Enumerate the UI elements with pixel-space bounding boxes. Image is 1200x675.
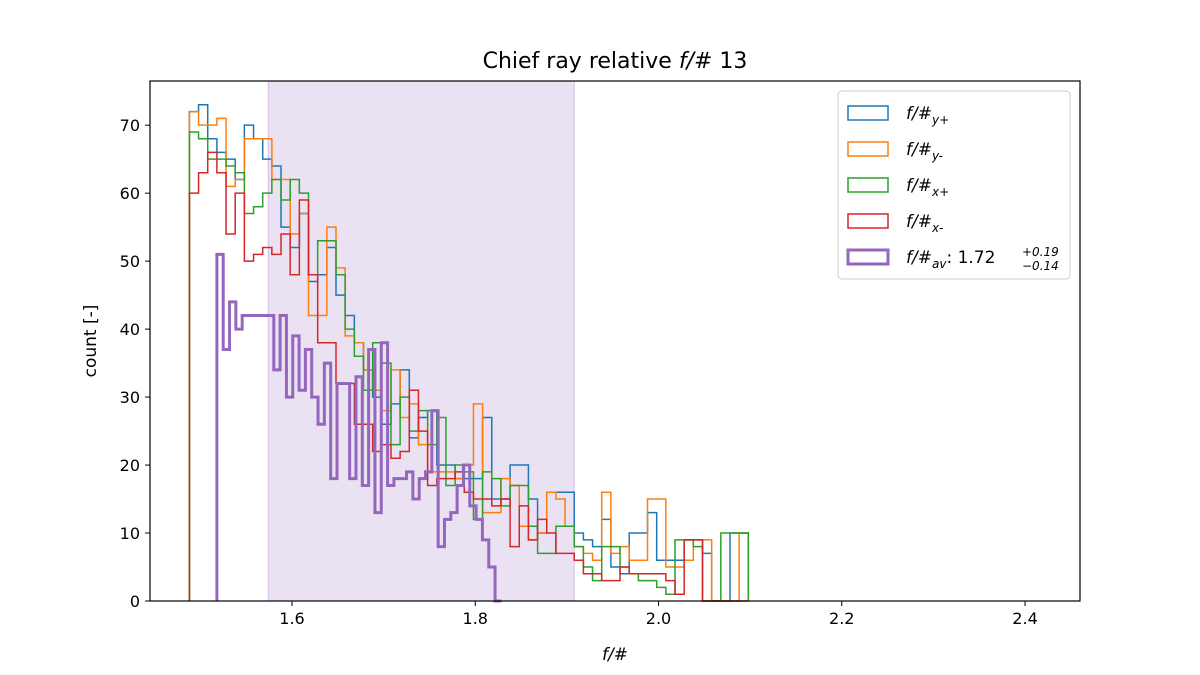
chart-title-italic: f/# — [679, 49, 713, 74]
legend-label-1: f/#y- — [906, 140, 943, 163]
y-tick-label-0: 0 — [130, 592, 140, 611]
legend-label-2: f/#x+ — [906, 176, 949, 199]
legend-swatch-1 — [847, 141, 889, 157]
legend-label-3: f/#x- — [906, 212, 943, 235]
series-4-step-line — [215, 252, 502, 603]
y-tick-label-2: 20 — [120, 456, 140, 475]
legend-box — [837, 90, 1071, 280]
legend-swatch-2 — [847, 177, 889, 193]
y-tick-label-6: 60 — [120, 184, 140, 203]
axes-layer: 1.6 1.8 2.0 2.2 2.4 0 10 20 30 40 50 60 70 — [120, 80, 1081, 628]
y-tick-label-7: 70 — [120, 116, 140, 135]
shaded-band — [267, 80, 575, 602]
series-layer — [188, 104, 750, 603]
y-tick-label-3: 30 — [120, 388, 140, 407]
chart-title-suffix: 13 — [712, 49, 747, 74]
x-tick-label-3: 2.2 — [829, 609, 854, 628]
x-tick-label-1: 1.8 — [463, 609, 488, 628]
y-tick-label-1: 10 — [120, 524, 140, 543]
chart-title-main: Chief ray relative — [483, 49, 679, 74]
series-3-step-line — [188, 151, 749, 602]
legend-swatch-3 — [847, 213, 889, 229]
x-axis-label: f/# — [602, 645, 628, 665]
shaded-band-layer — [267, 80, 575, 602]
series-2-step-line — [188, 131, 750, 602]
legend-swatch-0 — [847, 105, 889, 121]
legend-swatch-4 — [846, 248, 890, 266]
chart-title: Chief ray relative f/# 13 — [483, 49, 748, 74]
legend-sup-4: +0.19 — [1022, 245, 1059, 259]
x-tick-label-2: 2.0 — [646, 609, 671, 628]
y-tick-label-4: 40 — [120, 320, 140, 339]
legend-label-4: f/#av: 1.72 — [906, 248, 995, 271]
y-tick-label-5: 50 — [120, 252, 140, 271]
x-tick-label-4: 2.4 — [1012, 609, 1037, 628]
plot-frame — [149, 80, 1081, 602]
y-axis-label: count [-] — [81, 305, 101, 378]
x-tick-label-0: 1.6 — [279, 609, 304, 628]
legend: f/#y+ f/#y-f/#x+ f/#x-f/#av: 1.72 +0.19−0.1… — [837, 90, 1071, 280]
legend-label-0: f/#y+ — [906, 104, 949, 127]
legend-subval-4: −0.14 — [1022, 259, 1059, 273]
